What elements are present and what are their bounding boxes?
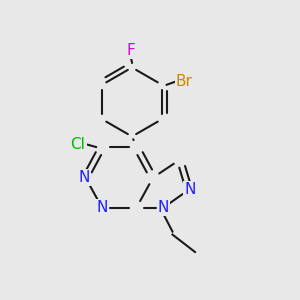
Text: F: F (126, 43, 135, 58)
Text: N: N (79, 170, 90, 185)
Text: N: N (158, 200, 169, 215)
Text: N: N (184, 182, 196, 197)
Text: N: N (96, 200, 108, 215)
Text: Cl: Cl (70, 137, 86, 152)
Text: Br: Br (176, 74, 193, 88)
